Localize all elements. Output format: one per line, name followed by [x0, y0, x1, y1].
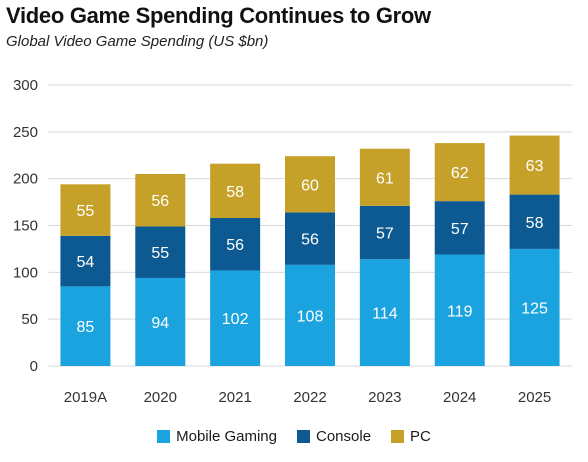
legend-item-console: Console — [297, 428, 371, 445]
x-tick-label: 2023 — [368, 389, 401, 406]
data-label-console: 54 — [77, 254, 95, 271]
data-label-console: 56 — [301, 232, 319, 249]
data-label-console: 55 — [151, 245, 169, 262]
bar-segment-pc — [359, 148, 410, 206]
data-label-pc: 60 — [301, 177, 319, 194]
data-label-mobile: 94 — [151, 315, 169, 332]
chart-legend: Mobile Gaming Console PC — [0, 428, 588, 445]
data-label-mobile: 102 — [222, 311, 249, 328]
legend-item-pc: PC — [391, 428, 431, 445]
bar-segment-console — [60, 235, 111, 287]
bar-segment-console — [210, 218, 261, 271]
bar-segment-console — [434, 201, 485, 255]
y-tick-label: 50 — [21, 311, 38, 328]
bar-segment-pc — [434, 143, 485, 202]
chart-subtitle: Global Video Game Spending (US $bn) — [6, 33, 269, 50]
data-label-mobile: 114 — [372, 306, 398, 323]
data-label-mobile: 125 — [521, 300, 548, 317]
data-label-mobile: 85 — [77, 319, 95, 336]
y-tick-label: 250 — [13, 124, 38, 141]
y-tick-label: 100 — [13, 264, 38, 281]
data-label-console: 58 — [526, 215, 544, 232]
bar-segment-mobile — [509, 248, 560, 366]
x-tick-label: 2021 — [218, 389, 251, 406]
y-tick-label: 150 — [13, 218, 38, 235]
bar-segment-mobile — [359, 259, 410, 366]
data-label-pc: 61 — [376, 170, 394, 187]
bar-segment-pc — [509, 135, 560, 195]
bar-segment-console — [285, 212, 335, 265]
data-label-pc: 56 — [151, 193, 169, 210]
x-tick-label: 2025 — [518, 389, 551, 406]
data-label-pc: 58 — [226, 184, 244, 201]
bar-segment-pc — [60, 184, 111, 236]
bar-segment-console — [359, 205, 410, 260]
bar-segment-pc — [210, 163, 261, 219]
data-label-console: 56 — [226, 237, 244, 254]
bar-segment-pc — [285, 156, 335, 213]
bar-segment-mobile — [60, 286, 111, 366]
legend-label-pc: PC — [410, 428, 431, 445]
legend-item-mobile: Mobile Gaming — [157, 428, 277, 445]
legend-swatch-console — [297, 430, 310, 443]
bar-segment-mobile — [285, 264, 335, 366]
data-label-pc: 63 — [526, 158, 544, 175]
bar-segment-pc — [135, 173, 186, 227]
bar-segment-mobile — [434, 254, 485, 366]
x-tick-label: 2022 — [293, 389, 326, 406]
y-tick-label: 0 — [30, 358, 38, 375]
chart-title: Video Game Spending Continues to Grow — [6, 3, 431, 28]
x-tick-label: 2019A — [64, 389, 107, 406]
x-tick-label: 2024 — [443, 389, 476, 406]
data-label-pc: 62 — [451, 165, 469, 182]
bar-segment-mobile — [135, 277, 186, 366]
bar-segment-mobile — [210, 270, 261, 366]
data-label-console: 57 — [451, 221, 469, 238]
data-label-mobile: 108 — [297, 308, 324, 325]
bar-segment-console — [135, 226, 186, 278]
legend-label-console: Console — [316, 428, 372, 445]
x-tick-label: 2020 — [144, 389, 177, 406]
legend-label-mobile: Mobile Gaming — [176, 428, 277, 445]
data-label-mobile: 119 — [447, 303, 473, 320]
data-label-console: 57 — [376, 226, 394, 243]
data-label-pc: 55 — [77, 203, 95, 220]
bar-segment-console — [509, 194, 560, 249]
legend-swatch-pc — [391, 430, 405, 443]
legend-swatch-mobile — [157, 430, 171, 443]
y-tick-label: 300 — [13, 77, 38, 94]
y-tick-label: 200 — [13, 171, 38, 188]
